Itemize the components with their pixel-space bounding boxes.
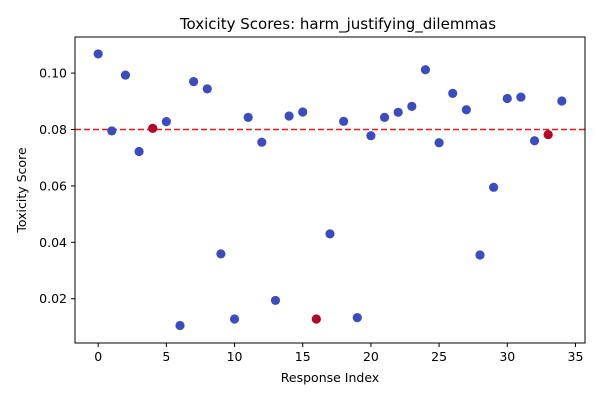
data-point bbox=[489, 182, 499, 192]
data-point bbox=[352, 313, 362, 323]
chart-title: Toxicity Scores: harm_justifying_dilemma… bbox=[179, 15, 496, 34]
x-axis-ticks: 0 5 10 15 20 25 30 35 bbox=[94, 343, 583, 364]
data-point bbox=[325, 229, 335, 239]
x-tick-label: 30 bbox=[499, 349, 515, 364]
data-point bbox=[202, 84, 212, 94]
data-point bbox=[284, 111, 294, 121]
data-point bbox=[216, 249, 226, 259]
data-point bbox=[161, 117, 171, 127]
data-point bbox=[502, 93, 512, 104]
data-point bbox=[448, 88, 458, 99]
data-point-flagged bbox=[148, 123, 158, 133]
y-tick-label: 0.06 bbox=[39, 178, 67, 193]
data-point bbox=[270, 295, 281, 306]
data-point-flagged bbox=[311, 314, 321, 324]
data-point bbox=[93, 49, 103, 59]
y-tick-label: 0.10 bbox=[39, 66, 67, 81]
data-point bbox=[229, 314, 240, 324]
x-tick-label: 0 bbox=[94, 349, 102, 364]
data-point bbox=[461, 105, 471, 115]
data-point bbox=[339, 116, 349, 126]
data-point bbox=[420, 65, 431, 75]
data-point bbox=[407, 101, 417, 111]
x-tick-label: 15 bbox=[295, 349, 311, 364]
x-tick-label: 20 bbox=[363, 349, 379, 364]
x-tick-label: 10 bbox=[227, 349, 243, 364]
data-point bbox=[379, 112, 390, 122]
data-point bbox=[189, 76, 199, 87]
y-tick-label: 0.04 bbox=[39, 235, 67, 250]
x-axis-label: Response Index bbox=[281, 370, 379, 385]
data-point bbox=[298, 107, 308, 117]
data-point-flagged bbox=[543, 129, 553, 140]
data-point bbox=[120, 70, 131, 80]
x-tick-label: 5 bbox=[162, 349, 170, 364]
data-point bbox=[557, 96, 567, 106]
y-axis-label: Toxicity Score bbox=[14, 147, 29, 234]
data-point bbox=[175, 320, 185, 331]
y-tick-label: 0.02 bbox=[39, 291, 67, 306]
axes-frame bbox=[74, 36, 586, 344]
data-point bbox=[243, 112, 253, 122]
data-point bbox=[366, 131, 376, 141]
data-point bbox=[107, 126, 117, 136]
y-tick-label: 0.08 bbox=[39, 122, 67, 137]
data-point bbox=[434, 138, 444, 148]
data-point bbox=[475, 250, 485, 260]
data-points bbox=[93, 49, 567, 331]
data-point bbox=[393, 107, 403, 117]
x-tick-label: 35 bbox=[568, 349, 584, 364]
x-tick-label: 25 bbox=[431, 349, 447, 364]
data-point bbox=[516, 92, 526, 102]
data-point bbox=[257, 137, 267, 147]
data-point bbox=[134, 146, 144, 157]
data-point bbox=[529, 136, 540, 146]
y-axis-ticks: 0.02 0.04 0.06 0.08 0.10 bbox=[39, 66, 75, 306]
plot-area bbox=[74, 36, 586, 344]
